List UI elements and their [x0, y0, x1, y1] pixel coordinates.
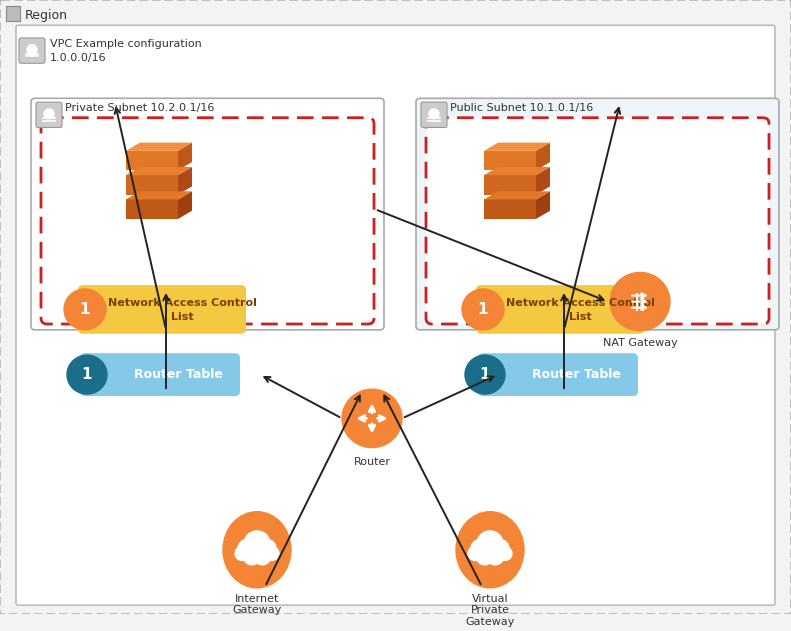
Text: Router Table: Router Table — [532, 368, 620, 381]
FancyBboxPatch shape — [478, 353, 638, 396]
FancyBboxPatch shape — [426, 118, 769, 324]
Ellipse shape — [456, 512, 524, 588]
Text: Private Subnet 10.2.0.1/16: Private Subnet 10.2.0.1/16 — [65, 103, 214, 113]
Text: 1: 1 — [480, 367, 490, 382]
FancyBboxPatch shape — [6, 6, 20, 21]
Polygon shape — [484, 175, 536, 194]
Polygon shape — [484, 151, 536, 170]
FancyBboxPatch shape — [476, 285, 644, 334]
Circle shape — [490, 540, 509, 558]
Polygon shape — [484, 143, 550, 151]
Text: 1: 1 — [478, 302, 488, 317]
Circle shape — [27, 45, 37, 54]
FancyBboxPatch shape — [41, 118, 374, 324]
FancyBboxPatch shape — [0, 0, 791, 614]
Polygon shape — [126, 143, 192, 151]
Circle shape — [254, 548, 271, 565]
Polygon shape — [536, 143, 550, 170]
FancyBboxPatch shape — [16, 25, 775, 605]
Circle shape — [476, 548, 494, 565]
Circle shape — [244, 548, 260, 565]
Circle shape — [465, 355, 505, 394]
Polygon shape — [178, 143, 192, 170]
Ellipse shape — [342, 389, 402, 447]
Circle shape — [462, 289, 504, 330]
Polygon shape — [536, 191, 550, 219]
FancyBboxPatch shape — [36, 102, 62, 127]
Text: Router Table: Router Table — [134, 368, 222, 381]
Circle shape — [64, 289, 106, 330]
Circle shape — [610, 273, 670, 331]
Circle shape — [238, 540, 256, 558]
Circle shape — [257, 540, 276, 558]
Circle shape — [498, 546, 512, 560]
Text: 1.0.0.0/16: 1.0.0.0/16 — [50, 54, 107, 63]
FancyBboxPatch shape — [421, 102, 447, 127]
Text: VPC Example configuration: VPC Example configuration — [50, 38, 202, 49]
Circle shape — [477, 531, 503, 556]
Text: List: List — [171, 312, 193, 322]
Circle shape — [235, 546, 249, 560]
Ellipse shape — [223, 512, 291, 588]
Polygon shape — [536, 167, 550, 194]
Circle shape — [468, 546, 483, 560]
Circle shape — [265, 546, 279, 560]
Text: NAT Gateway: NAT Gateway — [603, 338, 677, 348]
FancyBboxPatch shape — [416, 98, 779, 330]
Text: Network Access Control: Network Access Control — [505, 298, 654, 307]
Text: Public Subnet 10.1.0.1/16: Public Subnet 10.1.0.1/16 — [450, 103, 593, 113]
Text: Internet
Gateway: Internet Gateway — [233, 594, 282, 615]
FancyBboxPatch shape — [19, 38, 45, 63]
Polygon shape — [126, 199, 178, 219]
Polygon shape — [484, 167, 550, 175]
Circle shape — [44, 109, 54, 119]
Circle shape — [471, 540, 490, 558]
Text: 1: 1 — [81, 367, 93, 382]
FancyBboxPatch shape — [31, 98, 384, 330]
Polygon shape — [178, 167, 192, 194]
FancyBboxPatch shape — [80, 353, 240, 396]
Polygon shape — [126, 151, 178, 170]
Circle shape — [486, 548, 504, 565]
Circle shape — [67, 355, 107, 394]
FancyBboxPatch shape — [78, 285, 246, 334]
Polygon shape — [126, 191, 192, 199]
Polygon shape — [484, 191, 550, 199]
Text: List: List — [569, 312, 592, 322]
Text: Virtual
Private
Gateway: Virtual Private Gateway — [465, 594, 515, 627]
Polygon shape — [126, 167, 192, 175]
Text: Region: Region — [25, 9, 68, 22]
Polygon shape — [484, 199, 536, 219]
Circle shape — [429, 109, 439, 119]
Text: Router: Router — [354, 457, 391, 468]
Circle shape — [244, 531, 270, 556]
Polygon shape — [178, 191, 192, 219]
Polygon shape — [126, 175, 178, 194]
Text: Network Access Control: Network Access Control — [108, 298, 256, 307]
Text: 1: 1 — [80, 302, 90, 317]
